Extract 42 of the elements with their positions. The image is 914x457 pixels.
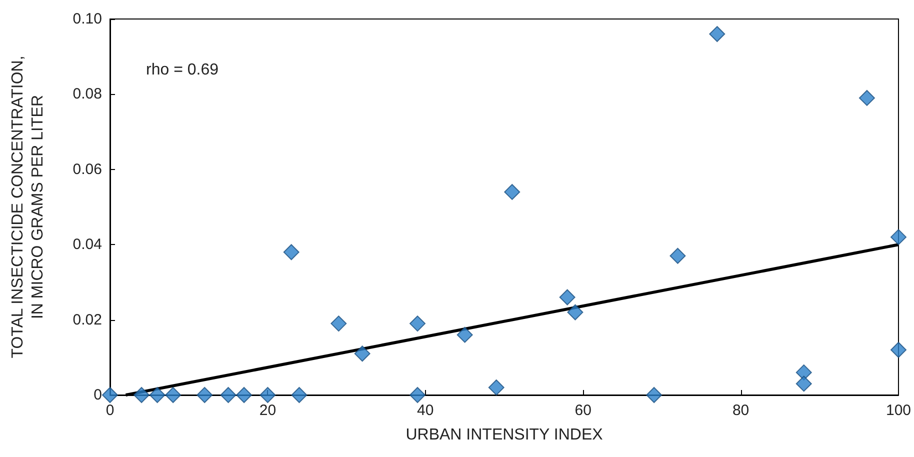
y-tick-label: 0.02	[72, 311, 102, 328]
x-tick-label: 60	[574, 402, 592, 419]
point	[149, 387, 166, 403]
point	[890, 229, 906, 246]
point	[134, 387, 150, 403]
point	[567, 304, 584, 320]
point	[220, 387, 236, 403]
point	[291, 387, 308, 403]
point	[488, 379, 504, 396]
point	[890, 342, 906, 358]
point	[646, 387, 662, 403]
point	[410, 387, 426, 403]
point	[858, 90, 875, 106]
x-tick-label: 80	[732, 402, 750, 419]
x-tick-label: 0	[106, 402, 114, 419]
y-tick-label: 0.10	[72, 10, 102, 28]
point	[796, 364, 812, 380]
y-tick-label: 0.06	[72, 160, 102, 178]
point	[236, 387, 252, 403]
annotation: rho = 0.69	[146, 62, 219, 78]
point	[504, 184, 520, 200]
point	[354, 346, 370, 362]
x-tick-label: 40	[417, 402, 434, 419]
x-tick-label: 100	[886, 402, 911, 419]
y-tick-label: 0.08	[72, 86, 102, 103]
x-axis-title: URBAN INTENSITY INDEX	[406, 426, 604, 444]
point	[796, 376, 812, 392]
point	[165, 387, 182, 403]
point	[196, 387, 213, 403]
y-tick-label: 0.04	[72, 236, 102, 254]
y-axis-title: TOTAL INSECTICIDE CONCENTRATION, IN MICRO GRAMS PER LITER	[10, 56, 46, 358]
point	[260, 387, 276, 403]
point	[559, 289, 576, 306]
point	[330, 316, 347, 332]
point	[102, 387, 118, 403]
x-tick-label: 20	[259, 402, 276, 419]
point	[283, 244, 300, 260]
point	[410, 316, 426, 332]
y-tick-label: 0	[94, 386, 102, 404]
point	[709, 26, 726, 42]
point	[456, 326, 473, 343]
point	[670, 248, 686, 264]
